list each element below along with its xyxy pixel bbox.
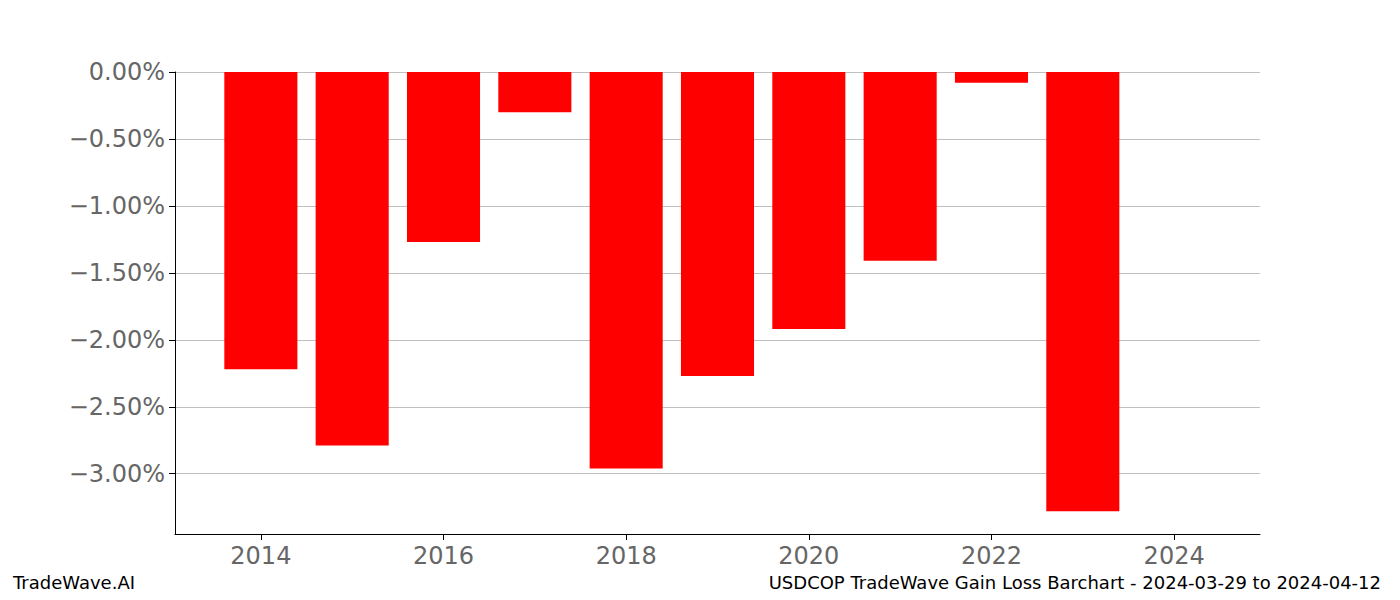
svg-text:−1.50%: −1.50% [69,259,165,287]
svg-text:2022: 2022 [961,542,1022,570]
svg-text:2016: 2016 [413,542,474,570]
svg-text:−2.00%: −2.00% [69,326,165,354]
svg-text:2020: 2020 [778,542,839,570]
svg-text:2014: 2014 [230,542,291,570]
svg-text:2018: 2018 [596,542,657,570]
svg-text:2024: 2024 [1144,542,1205,570]
svg-text:−1.00%: −1.00% [69,192,165,220]
svg-text:−0.50%: −0.50% [69,125,165,153]
svg-text:TradeWave.AI: TradeWave.AI [12,572,135,593]
svg-text:USDCOP TradeWave Gain Loss Bar: USDCOP TradeWave Gain Loss Barchart - 20… [769,572,1381,593]
svg-text:−2.50%: −2.50% [69,393,165,421]
svg-text:0.00%: 0.00% [89,58,165,86]
svg-text:−3.00%: −3.00% [69,460,165,488]
